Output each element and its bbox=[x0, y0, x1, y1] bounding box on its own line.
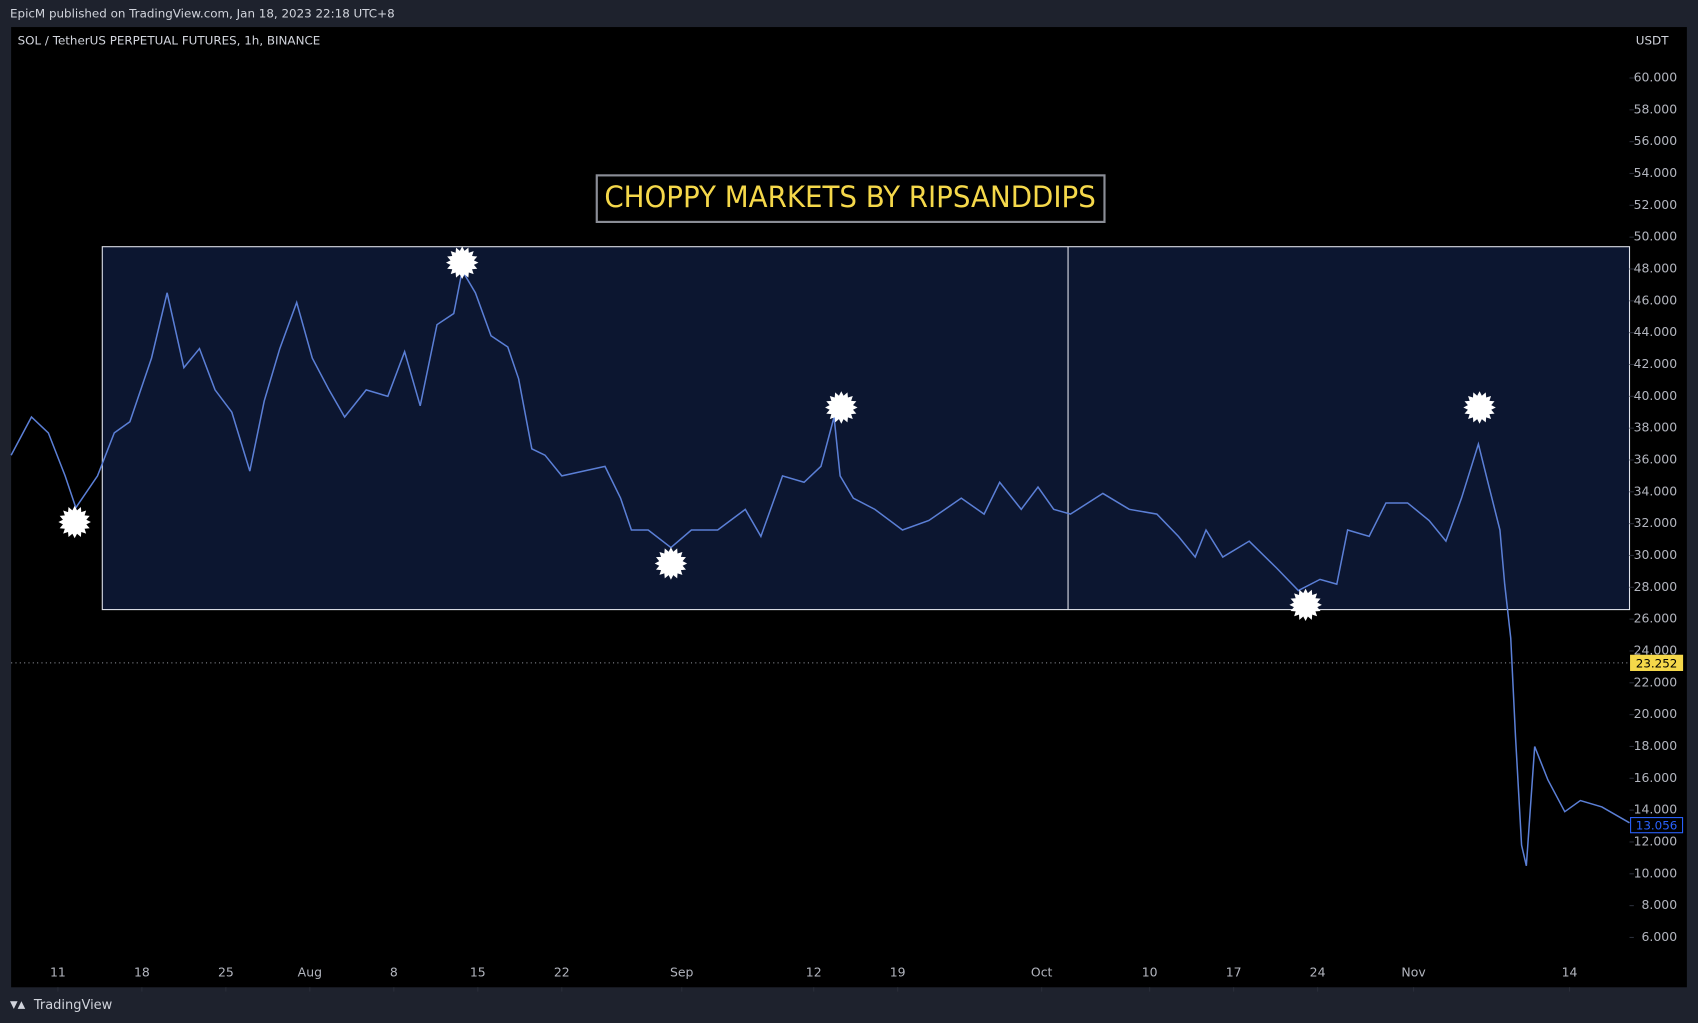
y-tick-label: 24.000 bbox=[1634, 642, 1678, 657]
y-tick-label: 6.000 bbox=[1642, 929, 1678, 944]
x-tick-label: 10 bbox=[1142, 965, 1158, 980]
plot: 6.000 8.000 10.000 12.000 14.000 16.000 18.000… bbox=[10, 69, 1684, 992]
symbol: SOL / TetherUS PERPETUAL FUTURES, 1h, BI… bbox=[18, 34, 321, 48]
x-tick-label: Oct bbox=[1031, 965, 1053, 980]
x-tick-label: 8 bbox=[390, 965, 398, 980]
currency: USDT bbox=[1636, 34, 1669, 48]
star-marker bbox=[58, 505, 91, 539]
y-tick-label: 10.000 bbox=[1634, 865, 1678, 880]
y-tick-label: 60.000 bbox=[1634, 69, 1678, 84]
y-tick-label: 34.000 bbox=[1634, 483, 1678, 498]
price-tag bbox=[1630, 654, 1684, 671]
y-tick-label: 20.000 bbox=[1634, 706, 1678, 721]
x-tick-label: 24 bbox=[1310, 965, 1326, 980]
x-tick-label: Nov bbox=[1401, 965, 1425, 980]
x-tick-label: Sep bbox=[670, 965, 694, 980]
x-tick-label: 19 bbox=[890, 965, 906, 980]
y-tick-label: 48.000 bbox=[1634, 260, 1678, 275]
x-tick-label: 22 bbox=[554, 965, 570, 980]
star-marker bbox=[654, 547, 688, 580]
logo: ▾▴ bbox=[10, 995, 26, 1013]
range-box bbox=[101, 246, 1631, 611]
y-tick-label: 46.000 bbox=[1634, 292, 1678, 307]
star-marker bbox=[1463, 391, 1496, 424]
x-tick-label: 18 bbox=[134, 965, 150, 980]
x-tick-label: 11 bbox=[50, 965, 66, 980]
y-tick-label: 42.000 bbox=[1634, 356, 1678, 371]
star-marker bbox=[825, 391, 858, 424]
x-tick-label: 15 bbox=[470, 965, 486, 980]
y-tick-label: 54.000 bbox=[1634, 165, 1678, 180]
x-tick-label: 25 bbox=[218, 965, 234, 980]
y-tick-label: 30.000 bbox=[1634, 547, 1678, 562]
y-tick-label: 40.000 bbox=[1634, 388, 1678, 403]
x-tick-label: Aug bbox=[298, 965, 322, 980]
y-tick-label: 52.000 bbox=[1634, 197, 1678, 212]
x-tick-label: 12 bbox=[806, 965, 822, 980]
y-tick-label: 14.000 bbox=[1634, 802, 1678, 817]
footer: TradingView bbox=[33, 998, 113, 1013]
y-tick-label: 26.000 bbox=[1634, 611, 1678, 626]
star-marker bbox=[1289, 588, 1322, 622]
y-tick-label: 18.000 bbox=[1634, 738, 1678, 753]
title-box bbox=[595, 174, 1106, 224]
x-tick-label: 17 bbox=[1226, 965, 1242, 980]
y-tick-label: 22.000 bbox=[1634, 674, 1678, 689]
y-tick-label: 58.000 bbox=[1634, 101, 1678, 116]
y-tick-label: 56.000 bbox=[1634, 133, 1678, 148]
y-tick-label: 12.000 bbox=[1634, 833, 1678, 848]
y-tick-label: 32.000 bbox=[1634, 515, 1678, 530]
price-line-series bbox=[10, 268, 1630, 866]
y-tick-label: 28.000 bbox=[1634, 579, 1678, 594]
chart-title: CHOPPY MARKETS BY RIPSANDDIPS bbox=[604, 180, 1095, 214]
price-label: 13.056 bbox=[1636, 819, 1678, 833]
price-label: 23.252 bbox=[1636, 656, 1678, 670]
y-tick-label: 38.000 bbox=[1634, 420, 1678, 435]
y-tick-label: 16.000 bbox=[1634, 770, 1678, 785]
price-tag bbox=[1630, 817, 1684, 834]
y-tick-label: 50.000 bbox=[1634, 229, 1678, 244]
header: EpicM published on TradingView.com, Jan … bbox=[10, 7, 395, 21]
y-tick-label: 36.000 bbox=[1634, 451, 1678, 466]
star-marker bbox=[445, 246, 479, 279]
x-tick-label: 14 bbox=[1562, 965, 1578, 980]
y-tick-label: 8.000 bbox=[1642, 897, 1678, 912]
y-tick-label: 44.000 bbox=[1634, 324, 1678, 339]
